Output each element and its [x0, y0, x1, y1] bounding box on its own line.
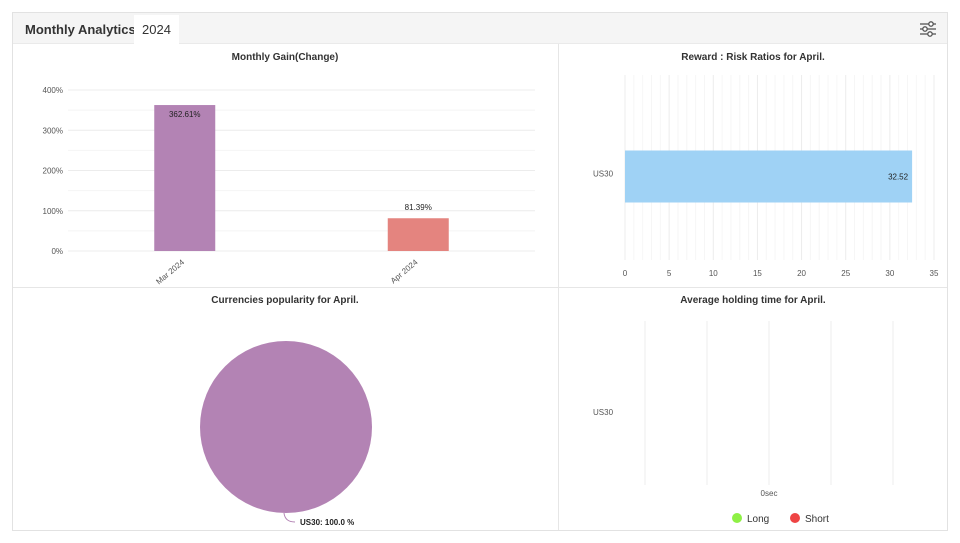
chart-title: Currencies popularity for April. — [211, 295, 359, 306]
pie-slice-label: US30: 100.0 % — [300, 518, 354, 527]
y-tick-label: 400% — [43, 86, 63, 95]
y-tick-label: 300% — [43, 126, 63, 135]
y-tick-label: US30 — [593, 170, 614, 179]
y-tick-label: US30 — [593, 408, 614, 417]
y-tick-label: 100% — [43, 207, 63, 216]
sliders-icon[interactable] — [918, 19, 938, 39]
x-tick-label: 5 — [667, 269, 672, 278]
x-tick-label: Apr 2024 — [389, 257, 420, 285]
x-tick-label: 30 — [885, 269, 894, 278]
legend-marker-short[interactable] — [790, 513, 800, 523]
bar — [625, 150, 913, 203]
legend-label-long: Long — [747, 514, 769, 525]
chart-title: Monthly Gain(Change) — [232, 52, 339, 63]
bar — [387, 218, 449, 251]
x-tick-label: 20 — [797, 269, 806, 278]
analytics-card: Monthly Analytics 2024 Monthly Gain(Chan… — [12, 12, 948, 531]
year-tab-2024[interactable]: 2024 — [134, 15, 179, 45]
holding-time-chart: Average holding time for April. 0sec US30 L… — [593, 295, 894, 525]
x-tick-label: 0sec — [761, 489, 778, 498]
x-tick-label: 25 — [841, 269, 850, 278]
legend-label-short: Short — [805, 514, 829, 525]
x-tick-label: 35 — [930, 269, 939, 278]
bar — [154, 105, 216, 252]
card-header: Monthly Analytics 2024 — [13, 13, 947, 45]
pie-leader-line — [283, 512, 296, 523]
y-tick-label: 200% — [43, 167, 63, 176]
chart-title: Average holding time for April. — [680, 295, 826, 306]
panel-divider-horizontal — [13, 287, 947, 288]
card-title: Monthly Analytics — [25, 22, 136, 37]
pie-slice — [200, 341, 372, 513]
bar-value-label: 362.61% — [169, 110, 201, 119]
reward-risk-chart: Reward : Risk Ratios for April. 0 5 10 15 20 2… — [593, 52, 939, 278]
currency-popularity-chart: Currencies popularity for April. US30: 10… — [200, 295, 372, 527]
x-tick-label: 15 — [753, 269, 762, 278]
x-tick-label: Mar 2024 — [154, 257, 186, 286]
y-tick-label: 0% — [51, 247, 63, 256]
chart-title: Reward : Risk Ratios for April. — [681, 52, 825, 63]
x-tick-label: 10 — [709, 269, 718, 278]
legend-marker-long[interactable] — [732, 513, 742, 523]
bar-value-label: 32.52 — [888, 173, 909, 182]
monthly-gain-chart: Monthly Gain(Change) 0% 100% 200% 300% 400% 36… — [43, 52, 535, 286]
bar-value-label: 81.39% — [405, 203, 432, 212]
x-tick-label: 0 — [623, 269, 628, 278]
